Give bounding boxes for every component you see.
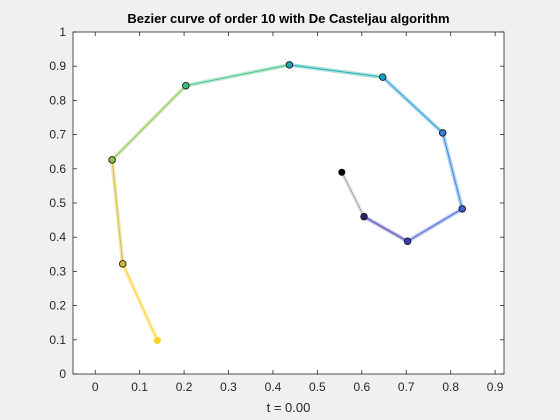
y-axis: 0 0.1 0.2 0.3 0.4 0.5 0.6 0.7 0.8 0.9 1 — [49, 25, 504, 381]
polygon-segment — [442, 132, 463, 209]
y-tick-label: 0.6 — [49, 162, 66, 176]
polygon-segment — [185, 64, 290, 87]
plot-area — [73, 32, 504, 374]
x-tick-label: 0.9 — [487, 380, 504, 394]
polygon-segment — [382, 76, 444, 134]
control-point — [108, 156, 116, 164]
x-tick-label: 0.5 — [309, 380, 326, 394]
y-tick-label: 0 — [59, 367, 66, 381]
x-tick-label: 0.7 — [398, 380, 415, 394]
control-point — [403, 237, 412, 246]
y-tick-label: 0.8 — [49, 93, 66, 107]
control-points — [108, 61, 466, 344]
y-tick-label: 0.1 — [49, 333, 66, 347]
polygon-segment — [111, 85, 187, 161]
x-tick-label: 0.1 — [131, 380, 148, 394]
polygon-segment — [341, 171, 365, 217]
control-point — [458, 205, 466, 213]
y-tick-label: 0.3 — [49, 264, 66, 278]
start-point — [338, 168, 346, 176]
y-tick-label: 0.7 — [49, 128, 66, 142]
end-point — [153, 336, 161, 344]
control-point — [360, 212, 368, 221]
polygon-segments — [110, 62, 465, 343]
polygon-segment — [122, 263, 158, 341]
x-tick-label: 0.4 — [265, 380, 282, 394]
chart-title: Bezier curve of order 10 with De Castelj… — [127, 11, 449, 26]
x-tick-label: 0.3 — [220, 380, 237, 394]
x-tick-label: 0.2 — [176, 380, 193, 394]
y-tick-label: 0.9 — [49, 59, 66, 73]
y-tick-label: 0.5 — [49, 196, 66, 210]
polygon-segment — [111, 159, 124, 264]
y-tick-label: 0.4 — [49, 230, 66, 244]
x-tick-label: 0 — [92, 380, 99, 394]
control-point — [378, 73, 387, 81]
x-tick-label: 0.6 — [353, 380, 370, 394]
polygon-segment — [289, 64, 383, 78]
polygon-segment — [363, 216, 408, 242]
control-point — [438, 129, 447, 137]
control-point — [182, 81, 190, 90]
x-axis: 0 0.1 0.2 0.3 0.4 0.5 0.6 0.7 0.8 0.9 — [92, 32, 504, 394]
y-tick-label: 0.2 — [49, 299, 66, 313]
control-point — [285, 61, 294, 69]
polygon-segment — [407, 208, 463, 242]
y-tick-label: 1 — [59, 25, 66, 39]
control-point — [119, 260, 127, 268]
x-tick-label: 0.8 — [442, 380, 459, 394]
x-axis-label: t = 0.00 — [267, 400, 311, 415]
